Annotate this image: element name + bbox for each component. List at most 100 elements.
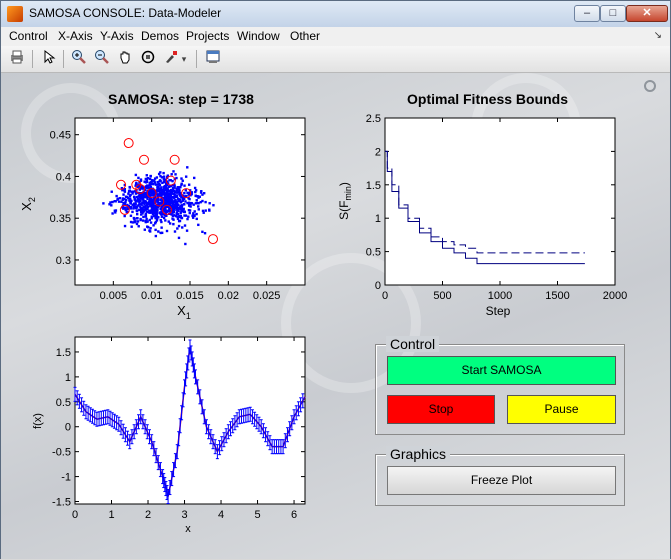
scatter-point — [140, 187, 143, 190]
scatter-point — [149, 204, 152, 208]
scatter-point — [201, 193, 204, 196]
plot-tools-icon[interactable] — [203, 49, 223, 69]
menu-control[interactable]: Control — [9, 29, 48, 43]
scatter-point — [167, 200, 170, 204]
stop-button[interactable]: Stop — [387, 395, 495, 424]
print-icon[interactable] — [7, 49, 27, 69]
scatter-point — [129, 205, 133, 209]
scatter-point — [148, 189, 151, 192]
pan-hand-icon[interactable] — [115, 49, 135, 69]
scatter-point — [160, 191, 164, 194]
scatter-point — [178, 206, 181, 210]
scatter-point — [126, 207, 129, 211]
toolbar: ▾ — [1, 46, 670, 73]
scatter-point — [169, 202, 172, 206]
scatter-point — [123, 214, 126, 218]
settings-ring-icon[interactable] — [644, 80, 656, 92]
scatter-point — [136, 185, 140, 189]
menu-x-axis[interactable]: X-Axis — [58, 29, 93, 43]
scatter-point — [165, 185, 168, 188]
scatter-point — [199, 200, 202, 204]
scatter-point — [136, 220, 140, 223]
scatter-point — [113, 200, 116, 203]
control-panel: Control Start SAMOSA Stop Pause — [375, 336, 625, 435]
scatter-point — [176, 207, 180, 211]
fx-xtick-label: 0 — [72, 509, 78, 521]
scatter-point — [150, 204, 154, 207]
scatter-point — [198, 195, 201, 198]
brush-icon[interactable] — [161, 49, 181, 69]
fx-ytick-label: -0.5 — [52, 447, 71, 459]
scatter-point — [142, 205, 145, 208]
scatter-point — [192, 203, 195, 206]
scatter-point — [150, 199, 154, 203]
scatter-point — [171, 200, 175, 204]
scatter-point — [109, 201, 112, 204]
fx-xtick-label: 1 — [108, 509, 114, 521]
close-button[interactable]: ✕ — [626, 5, 668, 22]
scatter-point — [167, 199, 171, 202]
scatter-point — [152, 200, 156, 203]
brush-dropdown-icon[interactable]: ▾ — [181, 54, 187, 64]
minimize-button[interactable]: – — [574, 5, 600, 22]
scatter-point — [168, 207, 171, 210]
dock-arrow-icon[interactable]: ↘ — [653, 30, 662, 41]
scatter-point — [181, 226, 184, 229]
scatter-point — [114, 211, 117, 214]
freeze-plot-button[interactable]: Freeze Plot — [387, 466, 616, 495]
scatter-point — [123, 197, 126, 201]
toolbar-separator — [32, 50, 33, 68]
scatter-point — [161, 201, 165, 204]
best-point-marker — [139, 154, 149, 165]
scatter-point — [175, 191, 178, 194]
scatter-point — [199, 191, 203, 194]
zoom-out-icon[interactable] — [92, 49, 112, 69]
scatter-point — [152, 197, 156, 200]
scatter-point — [190, 192, 193, 196]
scatter-point — [178, 188, 181, 192]
pointer-icon[interactable] — [39, 49, 59, 69]
menu-other[interactable]: Other — [290, 29, 321, 43]
scatter-point — [130, 190, 133, 193]
scatter-point — [155, 212, 158, 215]
scatter-point — [159, 198, 162, 201]
menu-demos[interactable]: Demos — [141, 29, 180, 43]
scatter-point — [150, 179, 154, 182]
scatter-point — [189, 205, 192, 208]
scatter-point — [148, 218, 152, 222]
start-samosa-button[interactable]: Start SAMOSA — [387, 356, 616, 385]
scatter-point — [175, 176, 178, 180]
scatter-point — [193, 210, 196, 213]
scatter-point — [132, 205, 136, 208]
scatter-point — [139, 213, 143, 216]
menu-projects[interactable]: Projects — [186, 29, 230, 43]
scatter-point — [138, 195, 141, 199]
scatter-point — [171, 211, 174, 214]
scatter-point — [175, 194, 179, 197]
scatter-xtick-label: 0.02 — [218, 290, 239, 302]
scatter-point — [187, 208, 191, 212]
scatter-point — [127, 204, 131, 208]
rotate-3d-icon[interactable] — [138, 49, 158, 69]
scatter-point — [148, 229, 151, 232]
pause-button[interactable]: Pause — [507, 395, 616, 424]
scatter-point — [149, 197, 152, 201]
scatter-point — [132, 202, 136, 205]
scatter-point — [134, 190, 137, 193]
scatter-point — [144, 195, 147, 199]
scatter-point — [158, 211, 161, 214]
scatter-point — [180, 196, 183, 199]
scatter-point — [170, 198, 173, 201]
maximize-button[interactable]: □ — [600, 5, 626, 22]
scatter-point — [146, 195, 149, 198]
scatter-point — [168, 222, 172, 225]
menu-window[interactable]: Window — [237, 29, 280, 43]
scatter-point — [187, 183, 191, 186]
zoom-in-icon[interactable] — [69, 49, 89, 69]
scatter-point — [146, 197, 149, 201]
menu-y-axis[interactable]: Y-Axis — [100, 29, 134, 43]
scatter-point — [183, 191, 186, 195]
